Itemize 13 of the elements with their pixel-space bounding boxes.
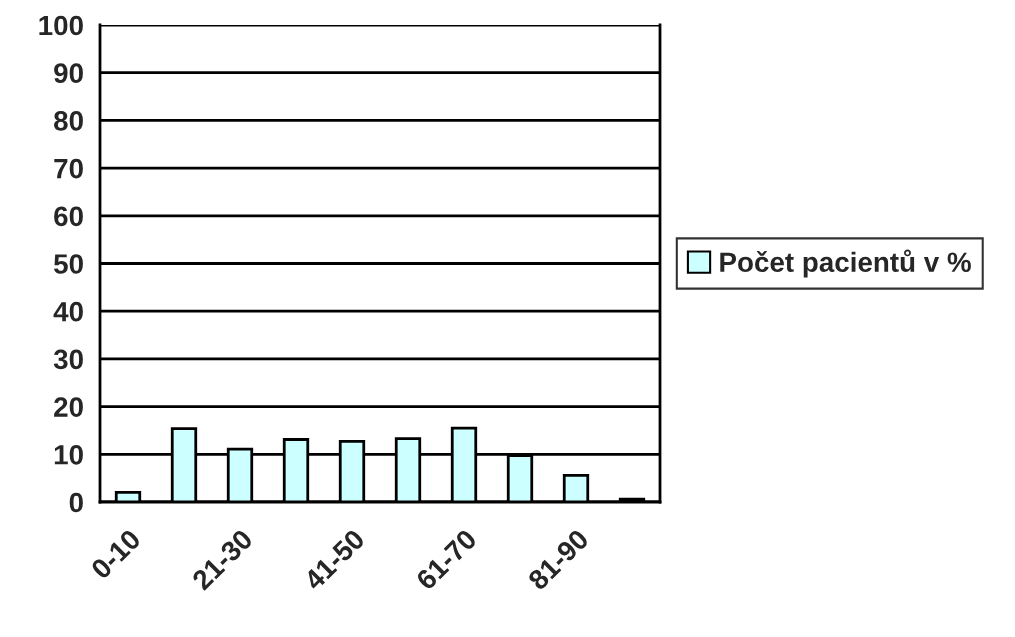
legend-label: Počet pacientů v % [720, 249, 971, 278]
y-tick-label: 90 [54, 63, 83, 84]
y-tick-label: 70 [54, 158, 83, 179]
y-tick-label: 50 [53, 254, 83, 274]
y-tick-label: 0 [69, 492, 83, 513]
y-tick-label: 10 [54, 444, 83, 465]
y-tick-label: 20 [54, 397, 83, 417]
y-tick-label: 40 [53, 301, 83, 322]
x-tick-label: 0-10 [89, 528, 142, 580]
y-tick-label: 80 [54, 111, 83, 131]
y-tick-label: 30 [53, 349, 83, 370]
y-tick-label: 100 [39, 15, 83, 36]
y-tick-label: 60 [54, 206, 83, 227]
